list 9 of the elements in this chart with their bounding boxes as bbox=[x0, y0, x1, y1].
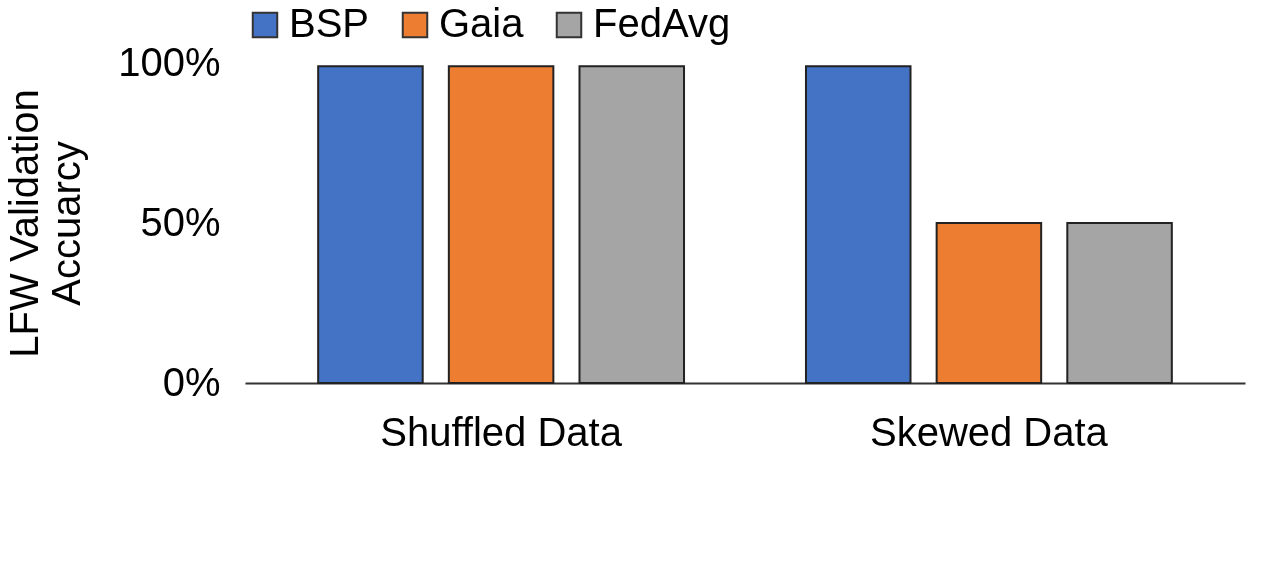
x-tick-label: Shuffled Data bbox=[380, 409, 623, 454]
legend-label: BSP bbox=[289, 1, 370, 45]
x-tick-label: Skewed Data bbox=[869, 409, 1109, 454]
y-tick-label: 100% bbox=[118, 39, 221, 84]
y-tick-label: 0% bbox=[162, 359, 221, 404]
y-axis-title: LFW Validation Accuarcy bbox=[2, 89, 89, 358]
y-tick-label: 50% bbox=[140, 199, 221, 244]
legend-label: FedAvg bbox=[593, 1, 731, 45]
legend-label: Gaia bbox=[439, 1, 525, 45]
